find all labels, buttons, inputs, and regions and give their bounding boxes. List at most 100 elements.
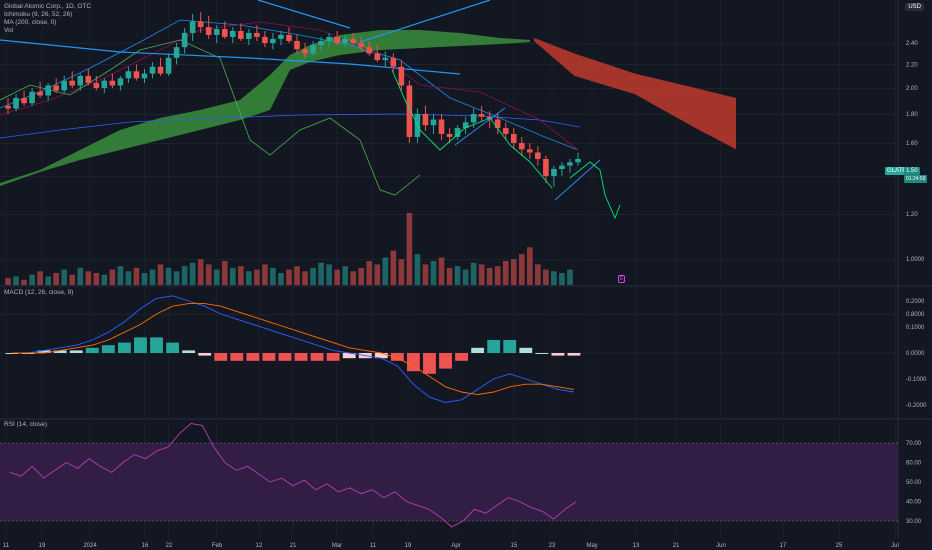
volume-bar bbox=[334, 269, 340, 285]
volume-bar bbox=[29, 274, 35, 285]
macd-histogram-bar bbox=[535, 353, 549, 354]
earnings-badge[interactable]: E bbox=[618, 275, 626, 283]
volume-bar bbox=[229, 267, 236, 285]
volume-bar bbox=[462, 269, 469, 285]
kumo-bear bbox=[534, 37, 736, 150]
macd-tick-label: -0.2000 bbox=[906, 403, 927, 409]
volume-bar bbox=[278, 273, 284, 285]
macd-histogram-bar bbox=[567, 353, 581, 356]
candle-body bbox=[229, 30, 236, 37]
price-tick-label: 2.20 bbox=[906, 62, 918, 68]
candle-body bbox=[350, 38, 357, 43]
candle-body bbox=[358, 43, 365, 48]
time-tick-label: 19 bbox=[39, 543, 46, 549]
price-axis[interactable]: 2.402.202.001.801.601.401.201.00000.8000… bbox=[906, 41, 927, 525]
macd-histogram-bar bbox=[406, 353, 420, 372]
candle-body bbox=[310, 45, 316, 54]
candle-body bbox=[390, 57, 397, 67]
candle-body bbox=[133, 71, 140, 79]
volume-bar bbox=[342, 266, 348, 285]
candle-body bbox=[61, 80, 68, 91]
volume-bar bbox=[551, 271, 557, 285]
macd-legend[interactable]: MACD (12, 26, close, 9) bbox=[4, 289, 74, 296]
drawing-path bbox=[391, 69, 553, 189]
candle-body bbox=[117, 78, 124, 86]
macd-histogram-bar bbox=[390, 353, 404, 361]
macd-histogram-bar bbox=[85, 347, 99, 353]
candle-body bbox=[502, 128, 509, 134]
time-tick-label: Jun bbox=[716, 543, 726, 549]
volume-bar bbox=[221, 261, 228, 285]
candle-body bbox=[141, 73, 148, 79]
volume-bar bbox=[205, 264, 212, 285]
vol-legend[interactable]: Vol bbox=[4, 27, 14, 34]
volume-bar bbox=[85, 271, 92, 285]
ticker-tag: GLATF bbox=[885, 167, 908, 175]
time-tick-label: Apr bbox=[451, 543, 460, 549]
kijun-line bbox=[0, 21, 579, 151]
macd-tick-label: -0.1000 bbox=[906, 377, 927, 383]
volume-bar bbox=[133, 267, 140, 285]
macd-histogram-bar bbox=[214, 353, 228, 361]
time-axis[interactable]: 11 19 2024 16 22 Feb 12 21 Mar 11 19 Apr 15 23 May 13 21… bbox=[3, 543, 899, 549]
macd-histogram-bar bbox=[551, 353, 565, 356]
volume-bar bbox=[77, 267, 84, 285]
volume-bar bbox=[125, 271, 132, 285]
candle-body bbox=[575, 158, 581, 163]
volume-bar bbox=[414, 254, 421, 285]
candle-body bbox=[318, 40, 324, 46]
trendline-1 bbox=[0, 39, 461, 75]
candle-body bbox=[446, 133, 453, 137]
volume-bar bbox=[149, 269, 156, 285]
volume-bar bbox=[286, 269, 292, 285]
time-tick-label: 13 bbox=[633, 543, 640, 549]
candle-body bbox=[543, 158, 549, 176]
volume-bars bbox=[5, 213, 573, 285]
time-tick-label: 25 bbox=[836, 543, 843, 549]
price-tick-label: 1.0000 bbox=[906, 257, 925, 263]
time-tick-label: 21 bbox=[673, 543, 680, 549]
volume-bar bbox=[13, 276, 19, 285]
volume-bar bbox=[213, 269, 220, 285]
candle-body bbox=[406, 85, 413, 137]
candle-body bbox=[510, 133, 517, 144]
ichimoku-legend[interactable]: Ichimoku (9, 26, 52, 26) bbox=[4, 11, 73, 18]
volume-bar bbox=[374, 264, 381, 285]
candle-body bbox=[21, 98, 27, 104]
currency-label[interactable]: USD bbox=[905, 3, 924, 11]
volume-bar bbox=[117, 266, 124, 285]
candle-body bbox=[45, 85, 51, 96]
macd-histogram-bar bbox=[310, 353, 324, 361]
candle-body bbox=[326, 36, 332, 41]
macd-histogram-bar bbox=[487, 340, 501, 353]
candle-body bbox=[262, 36, 268, 43]
candle-body bbox=[29, 91, 35, 104]
candles bbox=[5, 12, 581, 187]
time-tick-label: 19 bbox=[405, 543, 412, 549]
volume-bar bbox=[61, 269, 68, 285]
ma-legend[interactable]: MA (200, close, 0) bbox=[4, 19, 57, 26]
volume-bar bbox=[181, 266, 188, 285]
macd-histogram-bar bbox=[246, 353, 260, 361]
macd-histogram-bar bbox=[166, 342, 180, 353]
volume-bar bbox=[454, 266, 461, 285]
macd-histogram-bar bbox=[182, 350, 196, 353]
rsi-legend[interactable]: RSI (14, close) bbox=[4, 421, 47, 428]
price-tick-label: 1.60 bbox=[906, 141, 918, 147]
volume-bar bbox=[422, 264, 429, 285]
candle-body bbox=[470, 113, 477, 123]
macd-histogram-bar bbox=[262, 353, 276, 361]
volume-bar bbox=[173, 271, 180, 285]
volume-bar bbox=[238, 266, 244, 285]
time-tick-label: Feb bbox=[212, 543, 223, 549]
countdown-tag: 01:24:59 bbox=[904, 175, 928, 183]
rsi-tick-label: 50.00 bbox=[906, 480, 922, 486]
volume-bar bbox=[470, 262, 477, 285]
volume-bar bbox=[101, 274, 108, 285]
candle-body bbox=[567, 162, 573, 166]
candle-body bbox=[366, 47, 373, 54]
candle-body bbox=[494, 119, 501, 129]
tenkan-line bbox=[0, 19, 579, 151]
volume-bar bbox=[543, 269, 549, 285]
